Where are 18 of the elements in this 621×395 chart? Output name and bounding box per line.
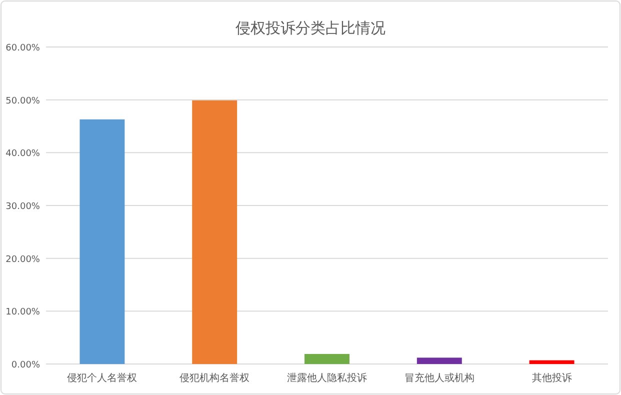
y-tick-label: 0.00% [11, 360, 40, 370]
chart-title: 侵权投诉分类占比情况 [236, 19, 386, 37]
x-tick-label: 冒充他人或机构 [404, 372, 474, 384]
y-tick-label: 20.00% [6, 254, 40, 265]
x-tick-label: 其他投诉 [532, 372, 572, 384]
x-tick-label: 侵犯个人名誉权 [67, 372, 138, 384]
bar [304, 354, 350, 364]
y-tick-label: 60.00% [6, 44, 40, 54]
bar [416, 358, 462, 364]
y-tick-label: 10.00% [6, 308, 40, 318]
bar [80, 119, 125, 364]
bar [529, 360, 574, 364]
x-tick-label: 泄露他人隐私投诉 [287, 372, 367, 384]
y-tick-label: 40.00% [6, 149, 40, 160]
x-tick-label: 侵犯机构名誉权 [180, 372, 250, 384]
bar [192, 100, 238, 364]
y-tick-label: 50.00% [6, 96, 40, 106]
y-tick-label: 30.00% [6, 202, 40, 212]
